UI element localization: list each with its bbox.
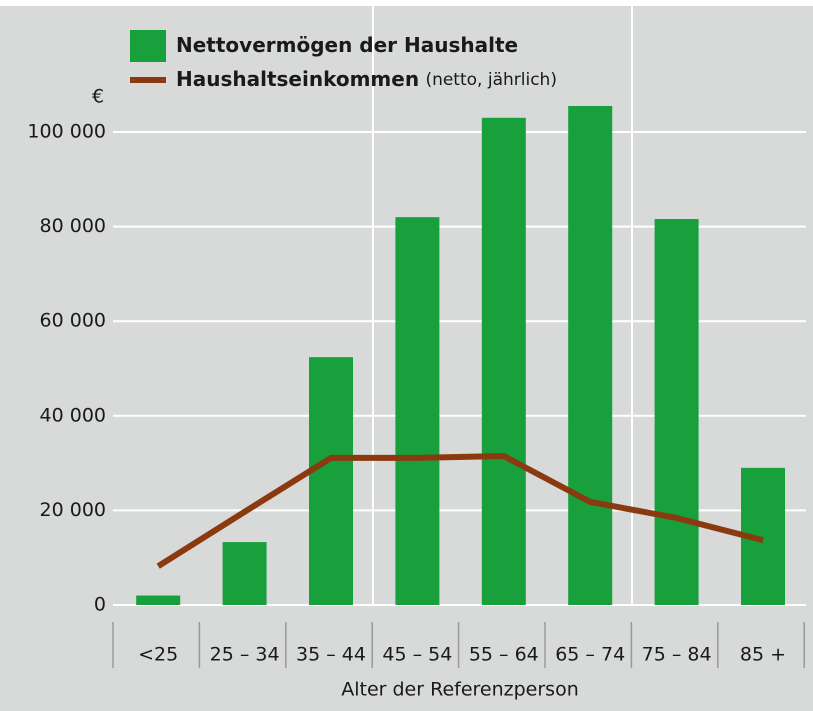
x-tick-label: 35 – 44 — [296, 644, 366, 666]
bar — [481, 117, 526, 605]
y-tick-label: 80 000 — [40, 215, 106, 237]
bar — [568, 105, 613, 606]
bar — [395, 217, 440, 605]
y-tick-label: 60 000 — [40, 310, 106, 332]
legend-name: Haushaltseinkommen — [176, 67, 419, 91]
x-tick-label: 55 – 64 — [469, 644, 539, 666]
bar — [222, 542, 267, 605]
y-unit: € — [92, 86, 104, 108]
x-tick-label: 75 – 84 — [642, 644, 712, 666]
y-tick-label: 0 — [94, 594, 106, 616]
bar — [309, 357, 353, 605]
x-tick-label: 25 – 34 — [210, 644, 280, 666]
x-tick-label: <25 — [138, 644, 178, 666]
bar — [136, 595, 181, 605]
legend-note: (netto, jährlich) — [425, 70, 557, 90]
x-tick-label: 45 – 54 — [382, 644, 452, 666]
x-tick-label: 85 + — [740, 644, 786, 666]
x-axis-label: Alter der Referenzperson — [341, 679, 579, 701]
line — [156, 453, 764, 569]
y-tick-label: 40 000 — [40, 404, 106, 426]
top-border — [0, 0, 813, 6]
bar — [654, 219, 699, 606]
legend-swatch — [130, 30, 166, 62]
legend-name: Nettovermögen der Haushalte — [176, 33, 518, 57]
x-tick-label: 65 – 74 — [555, 644, 625, 666]
legend-label: Nettovermögen der Haushalte — [176, 33, 518, 57]
y-tick-label: 100 000 — [27, 121, 106, 143]
legend-label: Haushaltseinkommen (netto, jährlich) — [176, 67, 557, 91]
y-tick-label: 20 000 — [40, 499, 106, 521]
